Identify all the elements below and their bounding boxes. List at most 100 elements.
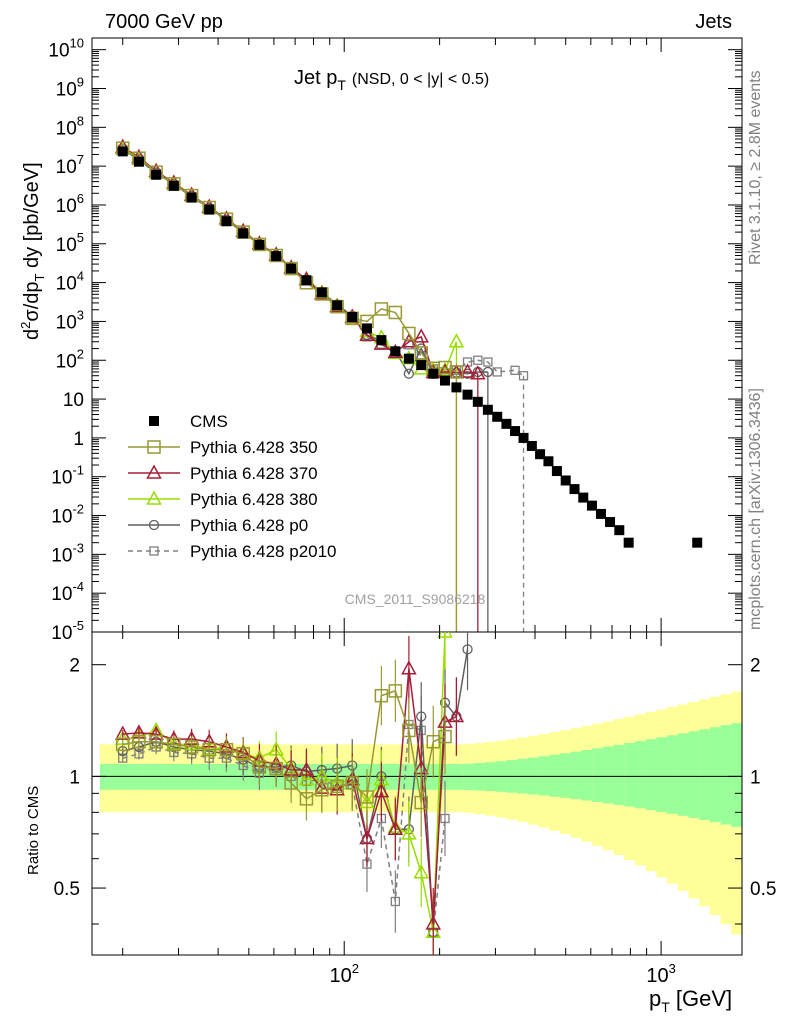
data-point [330, 779, 344, 794]
data-point [359, 326, 375, 342]
data-point [401, 333, 417, 348]
ratio-line [122, 689, 446, 803]
data-point [510, 426, 521, 437]
data-point [149, 416, 159, 426]
inner-band-segment [110, 763, 122, 790]
data-point [388, 684, 403, 698]
data-point [202, 742, 216, 757]
inner-band-segment [207, 763, 219, 790]
data-point [347, 312, 358, 323]
legend: CMS Pythia 6.428 350 Pythia 6.428 370 Pythi… [128, 412, 337, 561]
data-point [623, 537, 634, 548]
data-point [149, 546, 159, 556]
inner-band-segment [453, 763, 465, 790]
x-axis-label: pT [GeV] [649, 986, 732, 1015]
data-point [284, 261, 298, 276]
inner-band-segment [656, 737, 668, 812]
data-point [149, 734, 163, 749]
rivet-label: Rivet 3.1.10, ≥ 2.8M events [747, 70, 764, 265]
inner-band-segment [142, 763, 154, 790]
inner-band-segment [174, 763, 187, 790]
main-ylabel: d2σ/dpT dy [pb/GeV] [18, 162, 47, 340]
data-point [535, 449, 546, 460]
data-point [361, 323, 372, 334]
data-point [473, 355, 483, 365]
inner-band-segment [731, 723, 743, 827]
legend-label: Pythia 6.428 350 [190, 438, 318, 457]
inner-band-segment [271, 763, 283, 790]
inner-band-segment [431, 763, 443, 790]
data-point [221, 216, 232, 227]
inner-band-segment [602, 746, 615, 804]
data-point [117, 146, 128, 157]
main-panel [91, 37, 743, 633]
data-point [413, 328, 429, 343]
data-point [374, 302, 389, 316]
inner-band-segment [239, 763, 251, 790]
data-point [413, 864, 429, 879]
data-point [316, 287, 327, 298]
ratio-line [122, 723, 446, 933]
data-point [551, 466, 562, 477]
inner-band-segment [121, 763, 133, 790]
data-point [402, 723, 416, 738]
y-tick-label: 102 [56, 346, 84, 372]
data-point [373, 782, 390, 798]
chart-title: Jet pT (NSD, 0 < |y| < 0.5) [294, 67, 489, 93]
data-point [345, 776, 359, 790]
legend-label: Pythia 6.428 p2010 [190, 542, 337, 561]
x-tick-label: 102 [329, 961, 358, 987]
x-tick-label: 103 [646, 961, 675, 987]
inner-band-segment [635, 741, 647, 809]
inner-band-segment [292, 763, 304, 790]
data-point [168, 180, 179, 191]
data-point [403, 368, 415, 379]
data-point [492, 411, 503, 422]
ratio-tick-label-left: 2 [69, 656, 80, 677]
inner-band-segment [324, 763, 336, 790]
y-tick-label: 10-4 [51, 579, 84, 605]
data-point [416, 360, 427, 371]
data-point [569, 484, 580, 495]
data-point [269, 248, 283, 263]
y-tick-label: 10-5 [51, 618, 84, 644]
data-point [271, 251, 282, 262]
data-point [449, 365, 464, 379]
data-point [269, 761, 283, 776]
data-point [374, 688, 389, 703]
data-point [184, 740, 199, 754]
data-point [401, 660, 417, 675]
inner-band-segment [185, 763, 197, 790]
inner-band-segment [709, 727, 722, 823]
header-left: 7000 GeV pp [105, 11, 223, 33]
data-point [692, 537, 703, 548]
data-point [414, 795, 428, 810]
y-tick-label: 1 [73, 429, 84, 450]
data-point [482, 366, 494, 378]
data-point [472, 396, 483, 407]
y-tick-label: 10-1 [51, 463, 84, 489]
series-line [122, 148, 524, 377]
data-point [252, 237, 267, 252]
inner-band-segment [613, 744, 625, 806]
data-point [147, 440, 161, 454]
x-ticks: 102 103 [122, 38, 676, 987]
data-point [518, 371, 529, 381]
data-point [387, 820, 404, 836]
y-tick-label: 105 [56, 230, 84, 256]
data-point [238, 228, 249, 239]
y-tick-label: 107 [56, 152, 84, 178]
data-point [252, 760, 267, 774]
y-tick-label: 10-2 [51, 502, 84, 528]
inner-band-segment [677, 733, 689, 816]
data-point [448, 333, 465, 348]
ratio-y-ticks: 2 2 1 1 0.5 0.5 [54, 656, 776, 925]
data-point [595, 508, 606, 519]
data-point [148, 519, 160, 531]
mcplots-label: mcplots.cern.ch [arXiv:1306.3436] [747, 388, 764, 630]
data-point [470, 365, 486, 380]
data-point [440, 375, 451, 386]
data-point [403, 353, 414, 364]
data-point [236, 747, 250, 761]
inner-band-segment [560, 753, 572, 798]
